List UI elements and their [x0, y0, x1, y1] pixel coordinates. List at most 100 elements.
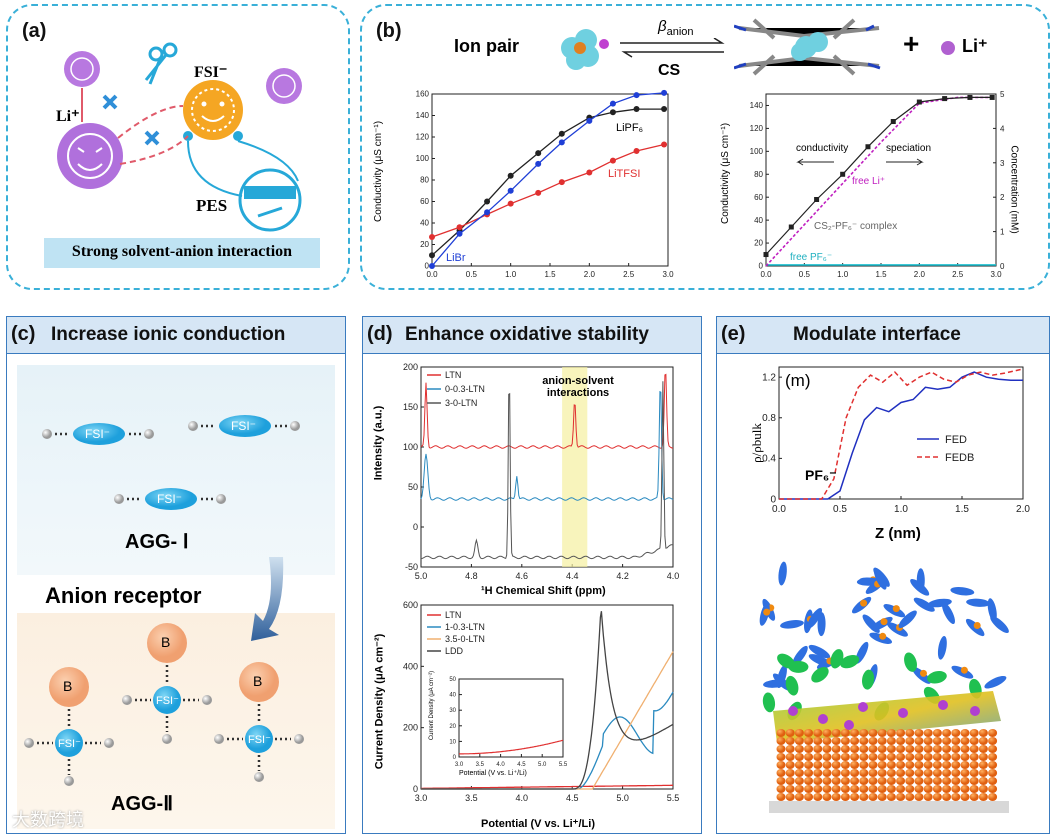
electrode-atom	[896, 769, 906, 777]
panel-d-title: Enhance oxidative stability	[405, 324, 649, 345]
electrode-atom	[923, 761, 933, 769]
electrode-atom	[785, 761, 795, 769]
series-line-conductivity	[765, 96, 993, 255]
x-tick-label: 4.8	[465, 571, 478, 581]
electrode-atom	[794, 745, 804, 753]
electrode-atom	[840, 753, 850, 761]
lsv-chart: 3.0 3.5 4.0 4.5 5.0 5.50200400600LTN1-0.3-LTN…	[403, 600, 679, 803]
solvent-molecule	[862, 614, 880, 633]
data-point	[890, 119, 896, 125]
electrode-atom	[914, 745, 924, 753]
electrode-atom	[868, 761, 878, 769]
electrode-atom	[776, 745, 786, 753]
solvent-molecule	[807, 607, 823, 629]
electrode-atom	[969, 769, 979, 777]
y-tick-label: 0.8	[762, 413, 776, 424]
electrode-atom	[859, 777, 869, 785]
pf6-label: PF₆⁻	[805, 467, 837, 483]
cross-mark-1	[102, 94, 118, 110]
cross-mark-2	[144, 130, 160, 146]
electrode-atom	[776, 777, 786, 785]
electrode-atom	[942, 745, 952, 753]
electrode-atom	[850, 785, 860, 793]
electrode-atom	[969, 785, 979, 793]
electrode-atom	[859, 737, 869, 745]
panel-c-diagram	[24, 415, 304, 786]
bl-label-litfsi: LiTFSI	[608, 168, 641, 180]
receptor-molecule	[862, 669, 875, 690]
electrode-atom	[978, 737, 988, 745]
electrode-atom	[877, 785, 887, 793]
fsi-label-3: FSI⁻	[157, 492, 183, 506]
electrode-atom	[850, 777, 860, 785]
x-tick-label: 2.5	[952, 270, 964, 279]
electrode-atom	[840, 769, 850, 777]
pes-label: PES	[196, 196, 228, 215]
agg2-label: AGG-Ⅱ	[111, 793, 174, 815]
y-tick-label: 40	[420, 219, 429, 228]
nmr-series-3-0-LTN	[420, 381, 674, 560]
fsi-label-5: FSI⁻	[156, 695, 179, 707]
y-tick-label: 120	[416, 133, 430, 142]
y2-tick-label: 5	[1000, 90, 1005, 99]
electrode-atom	[951, 729, 961, 737]
panel-b-label: (b)	[376, 20, 402, 42]
data-point	[456, 230, 463, 237]
electrode-atom	[942, 793, 952, 801]
electrode-atom	[951, 793, 961, 801]
br-arrows	[796, 158, 924, 166]
electrode-atom	[905, 793, 915, 801]
density-xlabel: Z (nm)	[875, 525, 921, 542]
electrode-atom	[850, 761, 860, 769]
li-ion	[938, 700, 948, 710]
panel-d-label: (d)	[367, 323, 393, 345]
electrode-atom	[813, 793, 823, 801]
anion-dot	[860, 599, 868, 607]
li-ion	[788, 706, 798, 716]
data-point	[456, 224, 463, 231]
density-tag: (m)	[785, 371, 811, 390]
b-label-2: B	[161, 634, 171, 650]
electrode-atom	[804, 769, 814, 777]
data-point	[763, 252, 769, 258]
x-tick-label: 2.5	[623, 270, 635, 279]
nmr-chart: 5.0 4.8 4.6 4.4 4.2 4.0 -50 0 50 100 150 200 LTN 0-0.…	[403, 362, 679, 581]
data-point	[535, 150, 542, 157]
electrode-atom	[896, 737, 906, 745]
electrode-atom	[840, 761, 850, 769]
interface-ions	[788, 700, 980, 730]
solvent-molecule	[984, 675, 1007, 689]
electrode-atom	[914, 737, 924, 745]
electrode-atom	[960, 777, 970, 785]
electrode-atom	[951, 777, 961, 785]
bl-label-lipf6: LiPF₆	[616, 122, 644, 134]
electrode-atom	[923, 753, 933, 761]
electrode-atom	[822, 737, 832, 745]
electrode-atom	[951, 753, 961, 761]
y2-tick-label: 2	[1000, 193, 1005, 202]
electrode-atom	[960, 785, 970, 793]
plot-frame	[458, 678, 564, 758]
y2-tick-label: 3	[1000, 159, 1005, 168]
panel-c-header	[7, 317, 345, 354]
electrode-atom	[804, 745, 814, 753]
electrode-atom	[969, 761, 979, 769]
panel-e: (e) Modulate interface 0.0 0.5 1.0 1.5 2.0 0 0…	[716, 316, 1050, 834]
receptor-molecule	[777, 653, 796, 669]
electrode-atom	[914, 769, 924, 777]
electrode-atom	[905, 753, 915, 761]
data-point	[507, 200, 514, 207]
data-point	[989, 94, 995, 100]
legend-label: 3-0-LTN	[445, 398, 477, 408]
electrode-atom	[932, 793, 942, 801]
electrode-atom	[831, 785, 841, 793]
electrode-atom	[896, 785, 906, 793]
scissors-icon	[144, 42, 178, 85]
electrode-atom	[932, 785, 942, 793]
electrode-atom	[794, 753, 804, 761]
y-tick-label: 50	[449, 677, 456, 683]
x-tick-label: 4.5	[566, 793, 579, 803]
solvent-molecule	[778, 561, 787, 586]
electrode-atom	[942, 761, 952, 769]
legend-label: FEDB	[945, 452, 974, 464]
